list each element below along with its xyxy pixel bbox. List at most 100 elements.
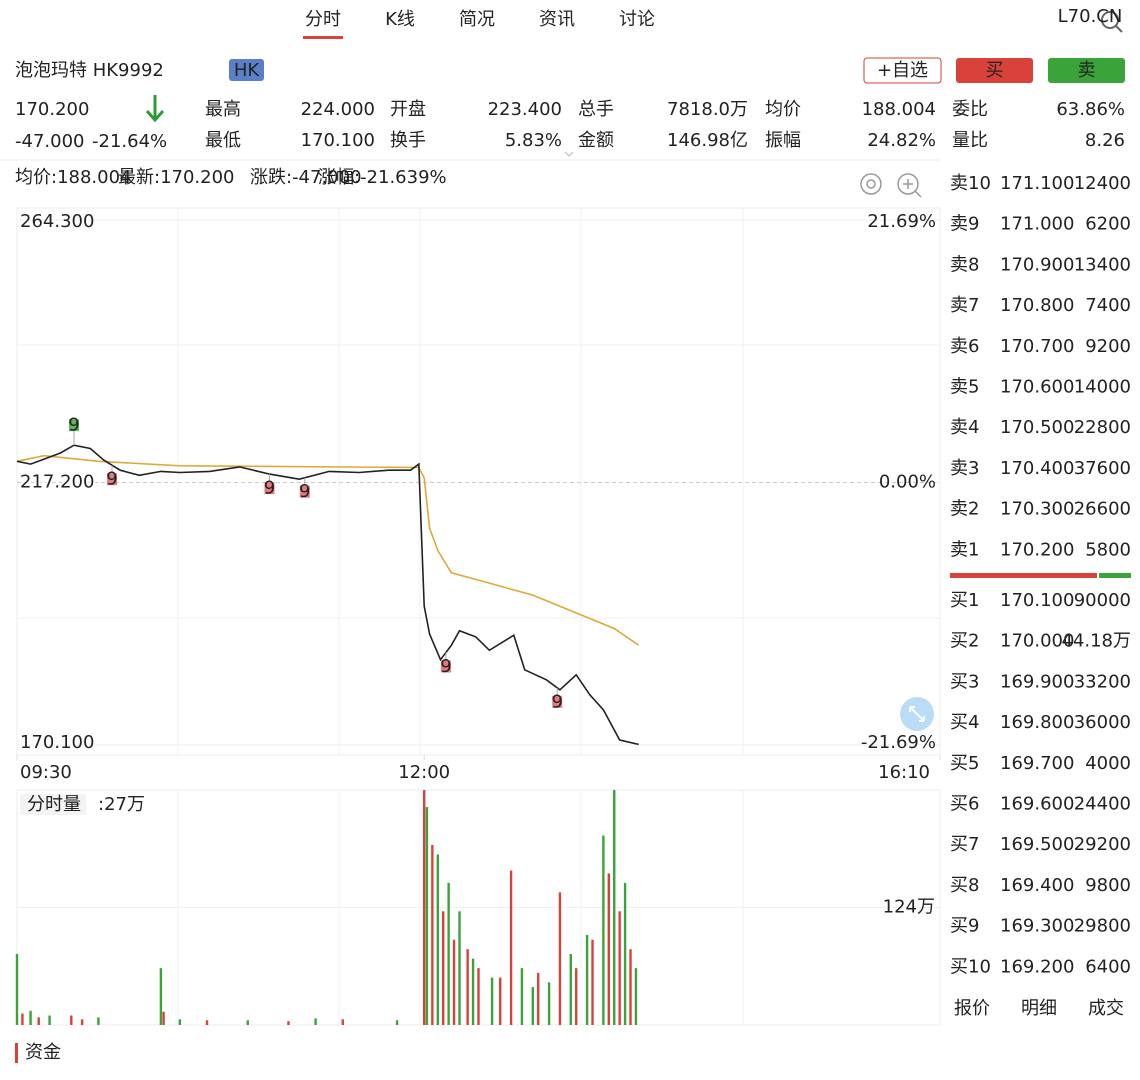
volume-bar (466, 949, 469, 1025)
book-volume: 13400 (1074, 254, 1131, 275)
expand-caret[interactable] (564, 151, 574, 157)
book-volume: 5800 (1085, 539, 1131, 560)
book-price: 169.200 (1000, 956, 1074, 977)
y-tick-label: 264.300 (20, 211, 94, 232)
stat-value: 146.98亿 (667, 130, 748, 151)
ratio-bar-sell (950, 573, 1097, 578)
change: -47.000 (15, 131, 84, 152)
book-label: 买4 (950, 712, 979, 733)
book-label: 卖2 (950, 499, 979, 520)
book-volume: 7400 (1085, 295, 1131, 316)
book-price: 169.400 (1000, 875, 1074, 896)
stat-value: 63.86% (1056, 99, 1125, 120)
book-label: 买5 (950, 753, 979, 774)
book-volume: 9800 (1085, 875, 1131, 896)
legend-item: 均价:188.004 (15, 167, 132, 188)
book-price: 169.600 (1000, 794, 1074, 815)
book-price: 170.400 (1000, 458, 1074, 479)
volume-bar (29, 1010, 32, 1025)
tab[interactable]: 资讯 (539, 9, 575, 30)
book-volume: 44.18万 (1061, 631, 1131, 652)
book-price: 170.700 (1000, 336, 1074, 357)
volume-bar (395, 1020, 399, 1025)
book-label: 卖1 (950, 539, 979, 560)
book-label: 卖10 (950, 173, 991, 194)
book-label: 买6 (950, 794, 979, 815)
marker (107, 473, 118, 486)
book-label: 买7 (950, 834, 979, 855)
book-tab[interactable]: 成交 (1088, 998, 1124, 1019)
stat-label: 总手 (578, 99, 614, 120)
marker (264, 482, 275, 495)
book-label: 买9 (950, 916, 979, 937)
volume-bar (634, 968, 638, 1025)
book-volume: 24400 (1074, 794, 1131, 815)
book-label: 买10 (950, 956, 991, 977)
stat-label: 委比 (952, 99, 988, 120)
tab[interactable]: 简况 (459, 9, 495, 30)
book-price: 171.100 (1000, 173, 1074, 194)
button-label[interactable]: +自选 (877, 60, 928, 81)
stat-label: 均价 (765, 99, 801, 120)
volume-bar (623, 882, 627, 1025)
volume-bar (314, 1018, 317, 1025)
volume-bar (471, 958, 475, 1025)
volume-bar (547, 982, 551, 1025)
button[interactable] (1048, 58, 1125, 83)
volume-bar (531, 987, 534, 1025)
volume-selector-label[interactable]: 分时量 (27, 794, 81, 815)
down-arrow (145, 95, 165, 123)
chart-frame (16, 207, 941, 756)
market-label: HK (234, 60, 261, 81)
volume-bar (37, 1017, 40, 1025)
stat-label: 量比 (952, 130, 988, 151)
button-label[interactable]: 卖 (1078, 60, 1096, 81)
volume-bar (569, 953, 572, 1025)
settings-icon[interactable] (860, 173, 882, 195)
book-tab[interactable]: 明细 (1021, 998, 1057, 1019)
button-label[interactable]: 买 (986, 60, 1004, 81)
stat-value: 224.000 (301, 99, 375, 120)
legend-item: 涨跌:-47.000 (250, 167, 362, 188)
search-icon[interactable] (1101, 11, 1119, 29)
book-price: 170.600 (1000, 377, 1074, 398)
tab[interactable]: 讨论 (619, 9, 655, 30)
volume-bar (178, 1019, 182, 1025)
volume-bar (618, 911, 621, 1025)
stat-value: 8.26 (1085, 130, 1125, 151)
button[interactable] (863, 57, 942, 84)
y-tick-label: 217.200 (20, 472, 94, 493)
section-title: 资金 (25, 1042, 61, 1063)
tab[interactable]: 分时 (305, 9, 341, 30)
book-volume: 14000 (1074, 377, 1131, 398)
marker-label: 9 (264, 478, 275, 499)
zoom-icon[interactable] (897, 173, 919, 195)
tab-underline (303, 36, 343, 39)
book-label: 卖7 (950, 295, 979, 316)
market-badge (229, 59, 264, 81)
book-label: 卖9 (950, 214, 979, 235)
volume-bar (452, 939, 456, 1025)
marker-label: 9 (440, 656, 451, 677)
stat-label: 振幅 (765, 130, 801, 151)
book-tab[interactable]: 报价 (954, 998, 990, 1019)
book-price: 170.300 (1000, 499, 1074, 520)
stock-name: 泡泡玛特 HK9992 (15, 60, 164, 81)
book-volume: 22800 (1074, 417, 1131, 438)
last-price: 170.200 (15, 99, 89, 120)
x-tick-label: 12:00 (398, 762, 450, 783)
stat-value: 5.83% (505, 130, 562, 151)
volume-bar (558, 892, 562, 1025)
book-volume: 29200 (1074, 834, 1131, 855)
y2-tick-label: 0.00% (879, 472, 936, 493)
volume-bar (447, 882, 450, 1025)
volume-selector[interactable] (20, 794, 86, 815)
tab[interactable]: K线 (385, 9, 415, 30)
search-icon-handle (1115, 25, 1123, 33)
volume-current: :27万 (98, 794, 145, 815)
volume-bar (246, 1020, 249, 1025)
zoom-icon-plus (903, 179, 922, 198)
button[interactable] (956, 58, 1033, 83)
marker-label: 9 (299, 481, 310, 502)
grid (17, 208, 940, 755)
